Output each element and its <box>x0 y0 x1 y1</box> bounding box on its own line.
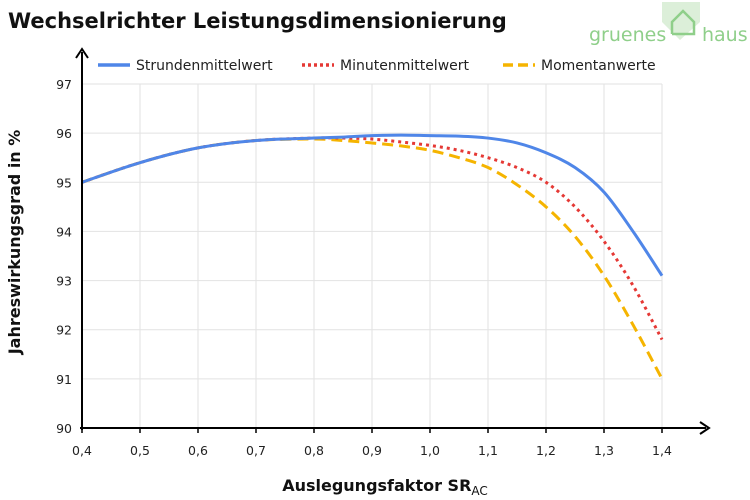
series-layer <box>81 133 664 380</box>
legend-item-strundenmittelwert: Strundenmittelwert <box>98 58 273 74</box>
x-tick-label: 0,4 <box>72 443 92 458</box>
x-axis-title-subscript: AC <box>471 484 487 498</box>
x-axis-arrow-icon <box>699 421 711 435</box>
x-tick-label: 0,7 <box>246 443 266 458</box>
legend-label-momentanwerte: Momentanwerte <box>541 58 656 74</box>
legend: Strundenmittelwert Minutenmittelwert Mom… <box>98 58 656 74</box>
gruenes-haus-logo: gruenes haus <box>589 2 748 46</box>
y-axis-arrow-icon <box>75 47 89 59</box>
x-tick-label: 0,5 <box>130 443 150 458</box>
legend-label-minutenmittelwert: Minutenmittelwert <box>340 58 470 74</box>
y-tick-labels: 90 91 92 93 94 95 96 97 <box>56 77 72 436</box>
y-tick-label: 96 <box>56 126 72 141</box>
x-axis-title: Auslegungsfaktor SRAC <box>282 476 488 498</box>
x-tick-label: 1,3 <box>594 443 614 458</box>
logo-text-left: gruenes <box>589 24 666 46</box>
x-tick-label: 1,2 <box>536 443 556 458</box>
y-tick-label: 97 <box>56 77 72 92</box>
logo-house-icon <box>670 9 696 36</box>
grid <box>82 83 663 428</box>
x-tick-label: 0,6 <box>188 443 208 458</box>
x-axis-title-main: Auslegungsfaktor SR <box>282 476 471 495</box>
series-line-strundenmittelwert <box>81 133 664 277</box>
y-tick-label: 91 <box>56 372 72 387</box>
axes <box>75 47 711 435</box>
y-axis-title: Jahreswirkungsgrad in % <box>5 130 24 356</box>
y-tick-label: 90 <box>56 421 72 436</box>
legend-item-minutenmittelwert: Minutenmittelwert <box>302 58 470 74</box>
y-tick-label: 94 <box>56 224 72 239</box>
legend-item-momentanwerte: Momentanwerte <box>503 58 656 74</box>
legend-label-strundenmittelwert: Strundenmittelwert <box>136 58 273 74</box>
x-tick-label: 0,9 <box>362 443 382 458</box>
y-tick-label: 93 <box>56 274 72 289</box>
logo-text-right: haus <box>702 24 748 46</box>
chart-title: Wechselrichter Leistungsdimensionierung <box>8 9 507 33</box>
x-tick-label: 1,0 <box>420 443 440 458</box>
x-tick-labels: 0,4 0,5 0,6 0,7 0,8 0,9 1,0 1,1 1,2 1,3 1,4 <box>72 428 672 458</box>
y-tick-label: 95 <box>56 175 72 190</box>
x-tick-label: 1,4 <box>652 443 672 458</box>
x-tick-label: 0,8 <box>304 443 324 458</box>
y-tick-label: 92 <box>56 323 72 338</box>
x-tick-label: 1,1 <box>478 443 498 458</box>
